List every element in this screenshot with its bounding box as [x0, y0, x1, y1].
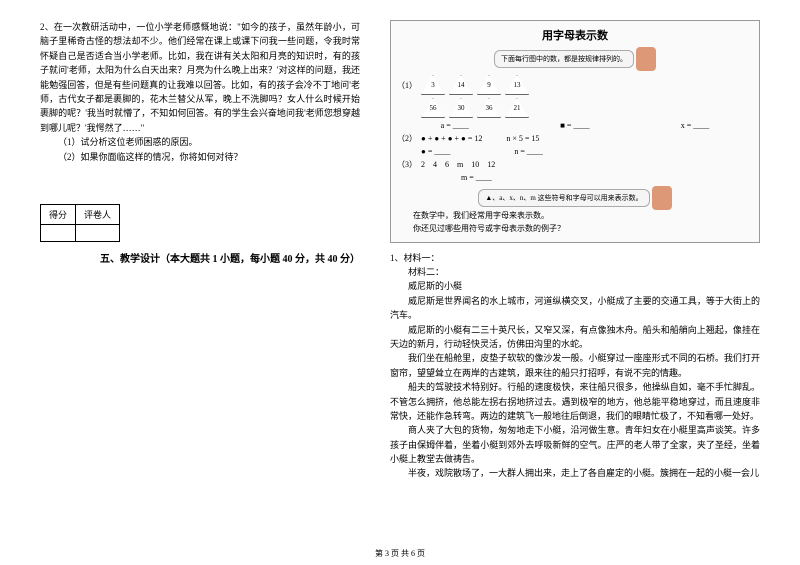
triangle: 13 [505, 75, 529, 95]
reviewer-label: 评卷人 [76, 204, 120, 224]
score-label: 得分 [41, 204, 76, 224]
balloon-2: ▲、a、x、n、m 这些符号和字母可以用来表示数。 [478, 189, 649, 207]
triangle: 21 [505, 98, 529, 118]
robot-icon-2 [652, 186, 672, 210]
sub-question-1: （1）试分析这位老师困惑的原因。 [40, 135, 360, 149]
balloon-1: 下面每行图中的数，都是按规律排列的。 [494, 50, 634, 68]
row-3: （3） 2 4 6 m 10 12 [397, 159, 753, 170]
triangle: 30 [449, 98, 473, 118]
eq-square: ■ = ____ [560, 121, 589, 130]
row2-label: （2） [397, 133, 417, 144]
chart-foot-1: 在数学中，我们经常用字母来表示数。 [397, 210, 753, 223]
question-2: 2、在一次教研活动中，一位小学老师感慨地说："如今的孩子，虽然年龄小，可脑子里稀… [40, 20, 360, 135]
article-p3: 我们坐在船舱里，皮垫子软软的像沙发一般。小艇穿过一座座形式不同的石桥。我们打开窗… [390, 351, 760, 380]
eq-x: x = ____ [681, 121, 710, 130]
row-2: （2） ● + ● + ● + ● = 12 n × 5 = 15 [397, 133, 753, 144]
eq-row-1: a = ____ ■ = ____ x = ____ [397, 121, 753, 130]
eq-2c: ● = ____ [421, 147, 450, 156]
article-p4: 船夫的驾驶技术特别好。行船的速度极快，来往船只很多，他操纵自如，毫不手忙脚乱。不… [390, 380, 760, 423]
eq-2d: n = ____ [514, 147, 543, 156]
row3-label: （3） [397, 159, 417, 170]
eq-2b: n × 5 = 15 [506, 134, 539, 143]
sub-question-2: （2）如果你面临这样的情况，你将如何对待？ [40, 150, 360, 164]
eq-3: m = ____ [461, 173, 492, 182]
page-footer: 第 3 页 共 6 页 [0, 548, 800, 559]
material-1-label: 1、材料一： [390, 251, 760, 265]
right-column: 用字母表示数 下面每行图中的数，都是按规律排列的。 （1） 3 14 9 13 … [380, 20, 760, 481]
score-table: 得分 评卷人 [40, 204, 120, 242]
seq-3: 2 4 6 m 10 12 [421, 159, 495, 170]
article-p5: 商人夹了大包的货物，匆匆地走下小艇，沿河做生意。青年妇女在小艇里高声谈笑。许多孩… [390, 423, 760, 466]
chart-title: 用字母表示数 [397, 27, 753, 43]
robot-icon [636, 47, 656, 71]
triangle: 14 [449, 75, 473, 95]
math-chart: 用字母表示数 下面每行图中的数，都是按规律排列的。 （1） 3 14 9 13 … [390, 20, 760, 243]
eq-a: a = ____ [441, 121, 469, 130]
article-p1: 威尼斯是世界闻名的水上城市，河道纵横交叉，小艇成了主要的交通工具，等于大街上的汽… [390, 294, 760, 323]
row1-label: （1） [397, 80, 417, 91]
eq-2a: ● + ● + ● + ● = 12 [421, 134, 482, 143]
triangle: 9 [477, 75, 501, 95]
row-3b: m = ____ [397, 173, 753, 182]
score-cell [41, 224, 76, 241]
chart-foot-2: 你还见过哪些用符号或字母表示数的例子？ [397, 223, 753, 236]
triangle: 3 [421, 75, 445, 95]
left-column: 2、在一次教研活动中，一位小学老师感慨地说："如今的孩子，虽然年龄小，可脑子里稀… [40, 20, 380, 481]
material-2-label: 材料二： [390, 265, 760, 279]
page-container: 2、在一次教研活动中，一位小学老师感慨地说："如今的孩子，虽然年龄小，可脑子里稀… [0, 0, 800, 491]
reviewer-cell [76, 224, 120, 241]
article-p6: 半夜，戏院散场了，一大群人拥出来，走上了各自雇定的小艇。簇拥在一起的小艇一会儿 [390, 466, 760, 480]
triangle: 36 [477, 98, 501, 118]
row-1b: 56 30 36 21 [397, 98, 753, 118]
article-title: 威尼斯的小艇 [390, 279, 760, 293]
row-1: （1） 3 14 9 13 [397, 75, 753, 95]
section-title: 五、教学设计（本大题共 1 小题，每小题 40 分，共 40 分） [100, 250, 360, 265]
triangle: 56 [421, 98, 445, 118]
row-2b: ● = ____ n = ____ [397, 147, 753, 156]
article-p2: 威尼斯的小艇有二三十英尺长，又窄又深，有点像独木舟。船头和船艄向上翘起，像挂在天… [390, 323, 760, 352]
